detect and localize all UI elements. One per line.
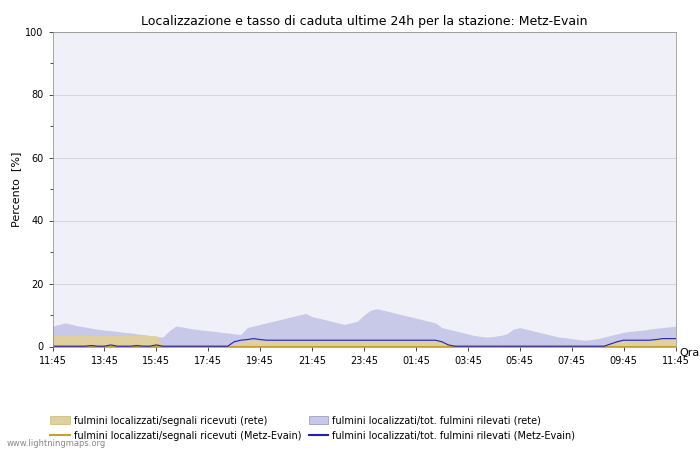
Text: www.lightningmaps.org: www.lightningmaps.org [7, 439, 106, 448]
Title: Localizzazione e tasso di caduta ultime 24h per la stazione: Metz-Evain: Localizzazione e tasso di caduta ultime … [141, 14, 587, 27]
Legend: fulmini localizzati/segnali ricevuti (rete), fulmini localizzati/segnali ricevut: fulmini localizzati/segnali ricevuti (re… [50, 416, 575, 441]
Y-axis label: Percento  [%]: Percento [%] [11, 151, 21, 227]
Text: Orario: Orario [679, 348, 700, 358]
